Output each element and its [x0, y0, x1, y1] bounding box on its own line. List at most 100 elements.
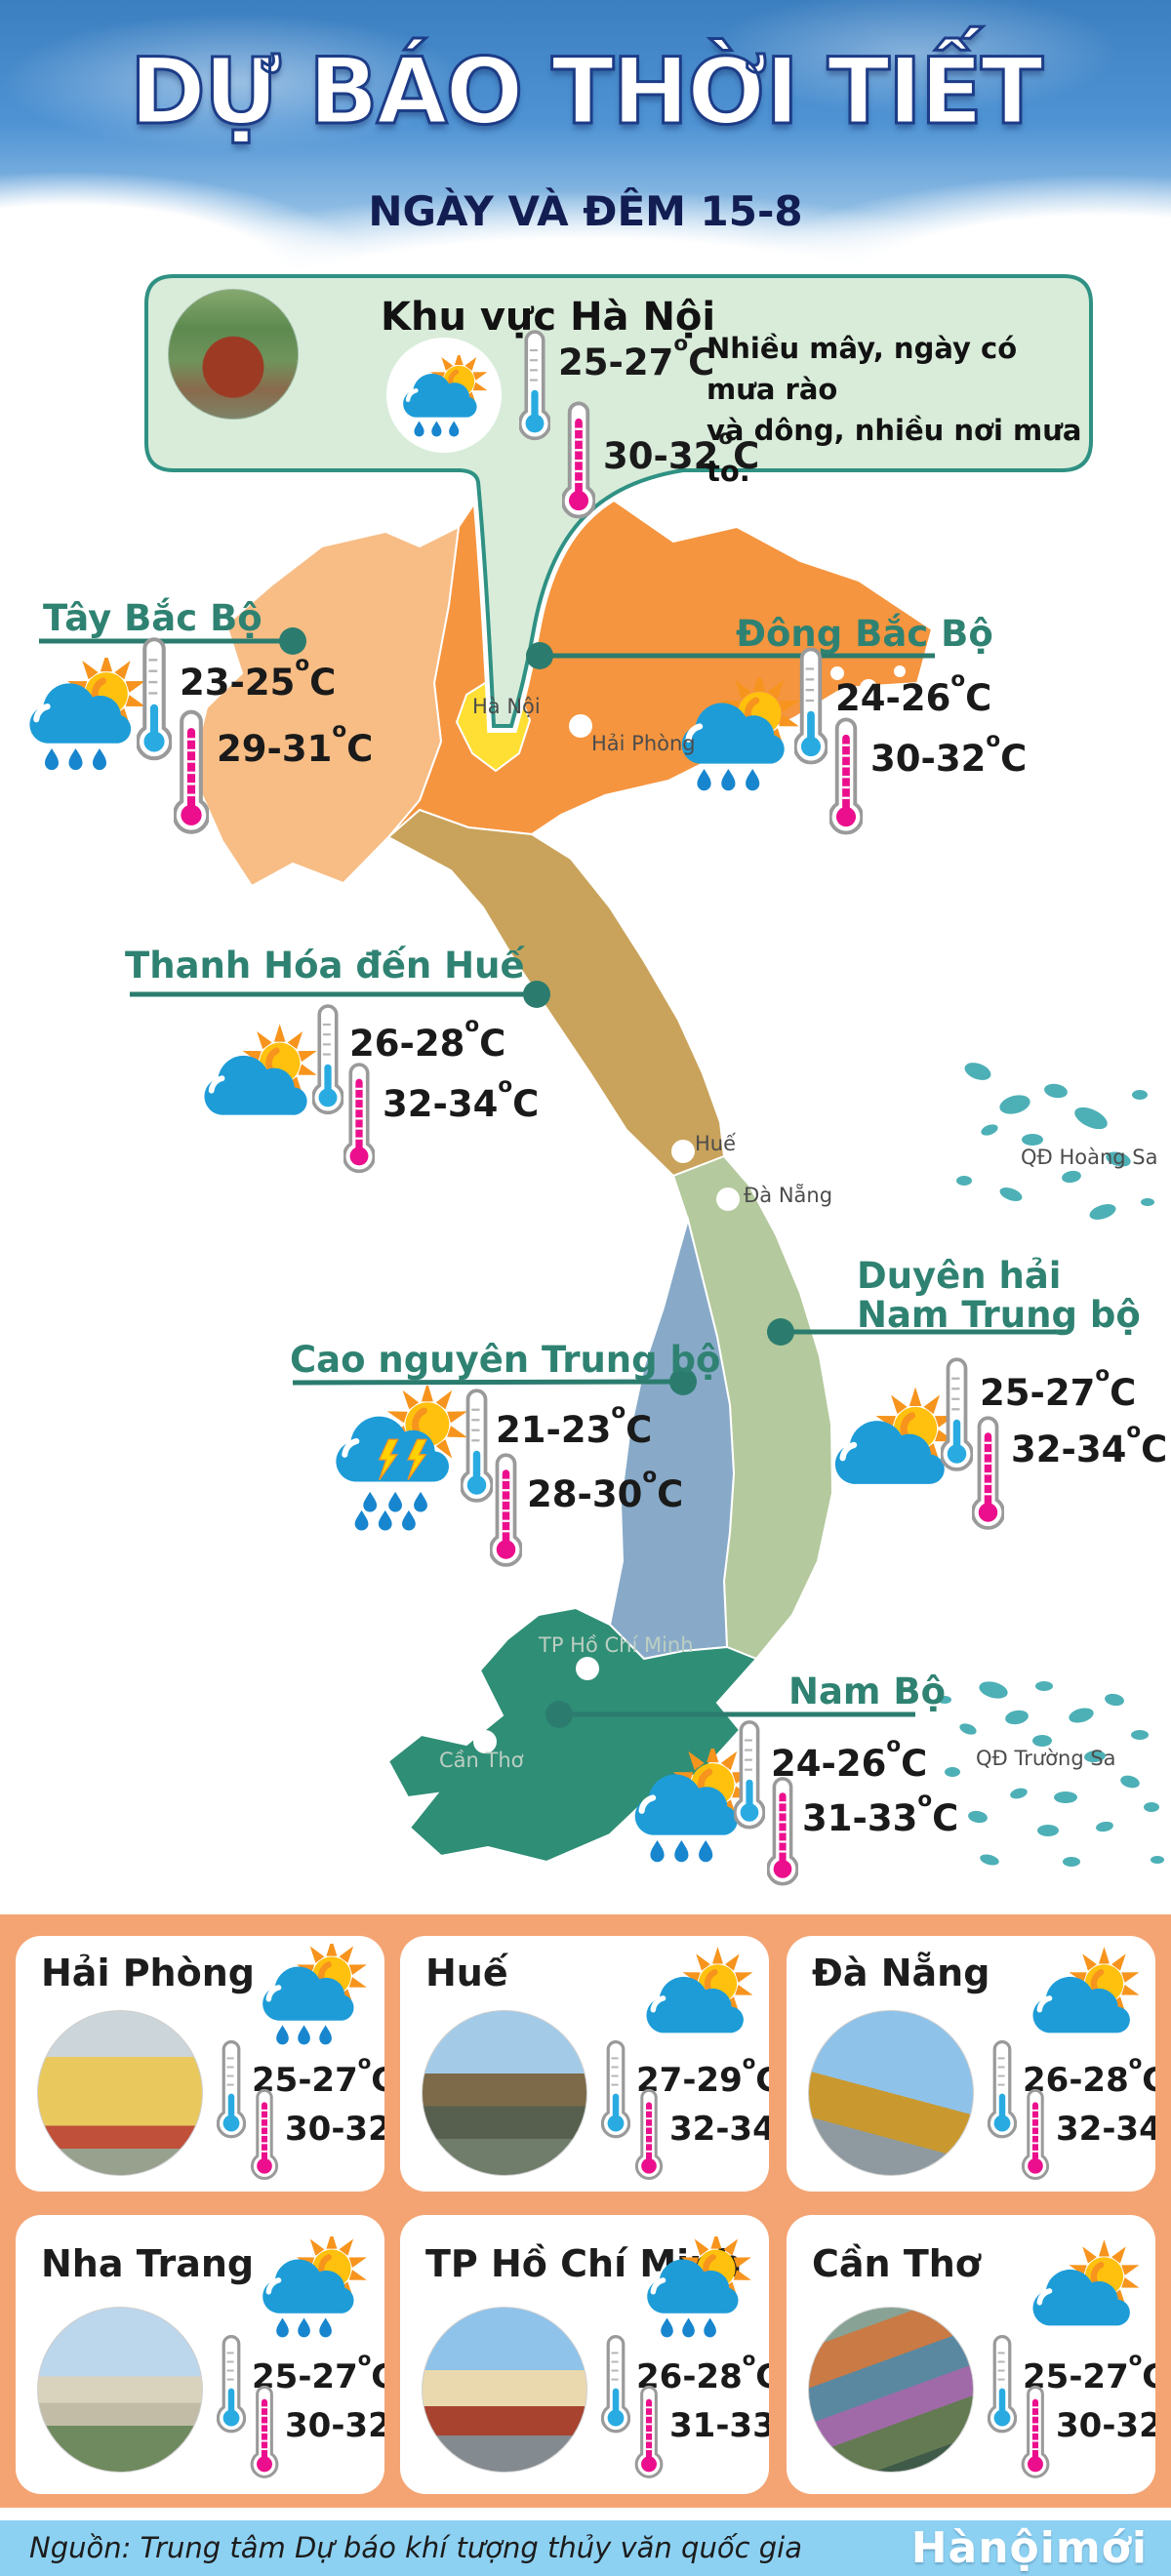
day-temp: 25-27oC [1023, 2347, 1155, 2396]
sun-cloud-rain-icon [252, 2236, 375, 2338]
night-temp: 31-33oC [669, 2406, 769, 2445]
day-temp: 25-27oC [980, 1361, 1137, 1414]
map-region-duyen-hai-nam-trung-bo [671, 1154, 834, 1661]
city-card-tp-ho-chi-minh: TP Hồ Chí Minh 26-28oC 31-33oC [400, 2215, 769, 2494]
day-thermometer-icon [988, 2334, 1017, 2441]
city-card-hai-phong: Hải Phòng 25-27oC 30-32oC [16, 1936, 384, 2192]
night-thermometer-icon [767, 1776, 798, 1895]
hanoimoi-logo: Hànộimới [910, 2523, 1148, 2573]
tp-ho-chi-minh-photo [422, 2307, 587, 2473]
night-temp: 30-32oC [285, 2110, 384, 2149]
map-label-hoang-sa: QĐ Hoàng Sa [1021, 1146, 1158, 1169]
hai-phong-photo [37, 2010, 203, 2176]
hanoi-night-temp: 30-32oC [603, 424, 760, 477]
night-temp: 31-33oC [802, 1787, 959, 1839]
khue-van-cac-photo [168, 289, 299, 420]
map-label-hue: Huế [695, 1132, 737, 1155]
city-card-da-nang: Đà Nẵng 26-28oC 32-34oC [787, 1936, 1155, 2192]
map-label-ha-noi: Hà Nội [472, 695, 541, 718]
night-temp: 32-34oC [1056, 2110, 1155, 2149]
sun-cloud-icon [193, 1021, 324, 1128]
sun-cloud-icon [1023, 2236, 1146, 2338]
day-temp: 21-23oC [496, 1398, 653, 1451]
day-temp: 26-28oC [349, 1012, 506, 1065]
city-name: Nha Trang [41, 2242, 255, 2285]
day-thermometer-icon [312, 1003, 343, 1124]
night-temp: 30-32oC [870, 727, 1028, 780]
day-thermometer-icon [217, 2039, 246, 2147]
sun-cloud-rain-icon [636, 2236, 759, 2338]
city-card-nha-trang: Nha Trang 25-27oC 30-32oC [16, 2215, 384, 2494]
night-temp: 32-34oC [669, 2110, 769, 2149]
night-temp: 30-32oC [1056, 2406, 1155, 2445]
map-label-tp-ho-chi-minh: TP Hồ Chí Minh [539, 1633, 694, 1657]
region-name-thanh-hoa-den-hue: Thanh Hóa đến Huế [125, 945, 525, 986]
can-tho-photo [808, 2307, 974, 2473]
map-region-tay-bac-bo [189, 525, 461, 888]
day-thermometer-icon [794, 646, 828, 775]
day-temp: 27-29oC [636, 2050, 769, 2100]
hoang-sa-islands [956, 1063, 1154, 1220]
day-thermometer-icon [601, 2334, 630, 2441]
night-thermometer-icon [250, 2088, 279, 2188]
map-label-can-tho: Cần Thơ [439, 1749, 524, 1772]
night-temp: 32-34oC [383, 1072, 540, 1125]
night-thermometer-icon [490, 1452, 522, 1577]
map-label-truong-sa: QĐ Trường Sa [976, 1747, 1116, 1770]
day-temp: 24-26oC [771, 1732, 928, 1785]
source-text: Nguồn: Trung tâm Dự báo khí tượng thủy v… [29, 2531, 802, 2564]
day-temp: 24-26oC [835, 666, 992, 719]
night-thermometer-icon [343, 1062, 375, 1183]
day-thermometer-icon [137, 636, 172, 771]
day-thermometer-icon [601, 2039, 630, 2147]
da-nang-photo [808, 2010, 974, 2176]
day-thermometer-icon [519, 328, 550, 451]
truong-sa-islands [938, 1681, 1164, 1867]
city-name: Cần Thơ [812, 2242, 981, 2285]
map-label-hai-phong: Hải Phòng [591, 732, 696, 755]
night-thermometer-icon [250, 2385, 279, 2486]
hanoi-box-title: Khu vực Hà Nội [381, 295, 716, 340]
day-thermometer-icon [734, 1719, 765, 1838]
day-temp: 25-27oC [252, 2347, 384, 2396]
page-subtitle: NGÀY VÀ ĐÊM 15-8 [368, 187, 803, 235]
page-title: DỰ BÁO THỜI TIẾT [128, 38, 1044, 147]
city-name: Đà Nẵng [812, 1952, 990, 1994]
sun-cloud-rain-icon [252, 1944, 375, 2045]
night-temp: 29-31oC [217, 717, 374, 770]
region-name-nam-bo: Nam Bộ [788, 1670, 946, 1712]
night-thermometer-icon [1021, 2088, 1050, 2188]
region-name-duyen-hai-nam-trung-bo: Duyên hải Nam Trung bộ [857, 1255, 1141, 1336]
day-thermometer-icon [217, 2334, 246, 2441]
sun-cloud-icon [636, 1944, 759, 2045]
city-card-can-tho: Cần Thơ 25-27oC 30-32oC [787, 2215, 1155, 2494]
city-name: Huế [425, 1952, 508, 1994]
sun-cloud-rain-icon [394, 355, 494, 437]
night-thermometer-icon [972, 1415, 1004, 1540]
night-thermometer-icon [1021, 2385, 1050, 2486]
hanoi-day-temp: 25-27oC [558, 331, 715, 383]
footer-bar [0, 2520, 1171, 2576]
night-thermometer-icon [634, 2088, 664, 2188]
city-card-hue: Huế 27-29oC 32-34oC [400, 1936, 769, 2192]
night-thermometer-icon [562, 398, 595, 531]
region-name-tay-bac-bo: Tây Bắc Bộ [43, 597, 262, 639]
city-name: Hải Phòng [41, 1952, 255, 1994]
region-name-dong-bac-bo: Đông Bắc Bộ [736, 613, 993, 655]
night-thermometer-icon [634, 2385, 664, 2486]
day-thermometer-icon [988, 2039, 1017, 2147]
night-temp: 30-32oC [285, 2406, 384, 2445]
region-name-cao-nguyen-trung-bo: Cao nguyên Trung bộ [290, 1339, 721, 1381]
day-thermometer-icon [461, 1388, 493, 1512]
night-temp: 28-30oC [527, 1463, 684, 1515]
night-temp: 32-34oC [1011, 1418, 1168, 1470]
sky-header-background [0, 0, 1171, 293]
day-temp: 26-28oC [636, 2347, 769, 2396]
night-thermometer-icon [174, 708, 209, 845]
thunderstorm-icon [328, 1386, 476, 1534]
night-thermometer-icon [829, 716, 863, 845]
day-thermometer-icon [941, 1356, 973, 1481]
city-dots [473, 714, 740, 1753]
map-label-da-nang: Đà Nẵng [744, 1184, 833, 1207]
